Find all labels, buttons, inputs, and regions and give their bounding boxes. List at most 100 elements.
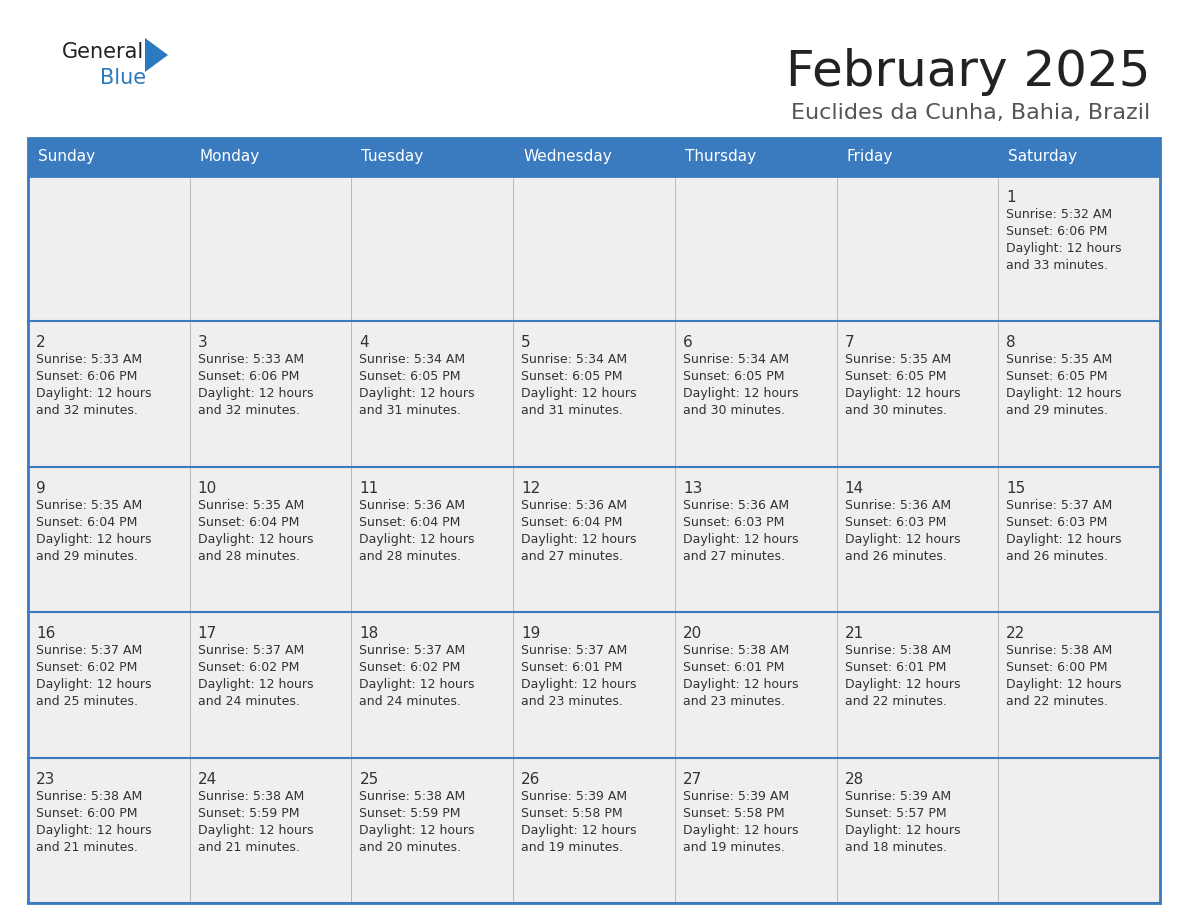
- Text: Daylight: 12 hours: Daylight: 12 hours: [522, 678, 637, 691]
- Text: 7: 7: [845, 335, 854, 351]
- Text: Daylight: 12 hours: Daylight: 12 hours: [1006, 532, 1121, 546]
- Text: and 19 minutes.: and 19 minutes.: [683, 841, 785, 854]
- Text: and 20 minutes.: and 20 minutes.: [360, 841, 461, 854]
- Text: Sunrise: 5:38 AM: Sunrise: 5:38 AM: [1006, 644, 1112, 657]
- Text: Sunset: 6:06 PM: Sunset: 6:06 PM: [1006, 225, 1107, 238]
- Text: Sunset: 6:03 PM: Sunset: 6:03 PM: [845, 516, 946, 529]
- Text: Daylight: 12 hours: Daylight: 12 hours: [360, 678, 475, 691]
- Text: 21: 21: [845, 626, 864, 641]
- Text: 17: 17: [197, 626, 217, 641]
- Text: 23: 23: [36, 772, 56, 787]
- Text: and 24 minutes.: and 24 minutes.: [197, 695, 299, 708]
- Text: Sunrise: 5:39 AM: Sunrise: 5:39 AM: [845, 789, 950, 802]
- Text: 8: 8: [1006, 335, 1016, 351]
- Text: Sunset: 6:06 PM: Sunset: 6:06 PM: [36, 370, 138, 384]
- Text: Sunrise: 5:34 AM: Sunrise: 5:34 AM: [360, 353, 466, 366]
- Bar: [29, 757, 1159, 903]
- Text: Friday: Friday: [847, 150, 893, 164]
- Text: Sunset: 6:05 PM: Sunset: 6:05 PM: [683, 370, 784, 384]
- Text: Blue: Blue: [100, 68, 146, 88]
- Text: Sunrise: 5:32 AM: Sunrise: 5:32 AM: [1006, 208, 1112, 221]
- Text: Sunset: 6:00 PM: Sunset: 6:00 PM: [1006, 661, 1107, 674]
- Text: Daylight: 12 hours: Daylight: 12 hours: [360, 532, 475, 546]
- Text: February 2025: February 2025: [785, 48, 1150, 96]
- Text: Wednesday: Wednesday: [523, 150, 612, 164]
- Text: Sunset: 6:06 PM: Sunset: 6:06 PM: [197, 370, 299, 384]
- Text: and 29 minutes.: and 29 minutes.: [36, 550, 138, 563]
- Text: Daylight: 12 hours: Daylight: 12 hours: [1006, 387, 1121, 400]
- Text: Sunrise: 5:36 AM: Sunrise: 5:36 AM: [845, 498, 950, 512]
- Text: 25: 25: [360, 772, 379, 787]
- Text: and 27 minutes.: and 27 minutes.: [683, 550, 785, 563]
- Text: Sunrise: 5:38 AM: Sunrise: 5:38 AM: [683, 644, 789, 657]
- Text: Daylight: 12 hours: Daylight: 12 hours: [845, 387, 960, 400]
- Text: and 26 minutes.: and 26 minutes.: [1006, 550, 1108, 563]
- Text: Daylight: 12 hours: Daylight: 12 hours: [36, 532, 152, 546]
- Text: Daylight: 12 hours: Daylight: 12 hours: [1006, 678, 1121, 691]
- Text: Sunset: 6:02 PM: Sunset: 6:02 PM: [36, 661, 138, 674]
- Text: Sunset: 6:02 PM: Sunset: 6:02 PM: [197, 661, 299, 674]
- Text: Sunset: 6:04 PM: Sunset: 6:04 PM: [36, 516, 138, 529]
- Text: Sunrise: 5:35 AM: Sunrise: 5:35 AM: [845, 353, 950, 366]
- Text: Daylight: 12 hours: Daylight: 12 hours: [683, 678, 798, 691]
- Text: Daylight: 12 hours: Daylight: 12 hours: [197, 823, 314, 836]
- Text: 13: 13: [683, 481, 702, 496]
- Text: Sunset: 5:59 PM: Sunset: 5:59 PM: [197, 807, 299, 820]
- Text: 6: 6: [683, 335, 693, 351]
- Text: Sunset: 6:04 PM: Sunset: 6:04 PM: [197, 516, 299, 529]
- Text: Sunrise: 5:35 AM: Sunrise: 5:35 AM: [197, 498, 304, 512]
- Text: and 32 minutes.: and 32 minutes.: [36, 405, 138, 418]
- Text: Sunrise: 5:37 AM: Sunrise: 5:37 AM: [522, 644, 627, 657]
- Text: 11: 11: [360, 481, 379, 496]
- Text: and 27 minutes.: and 27 minutes.: [522, 550, 624, 563]
- Text: Sunrise: 5:36 AM: Sunrise: 5:36 AM: [683, 498, 789, 512]
- Text: Sunrise: 5:38 AM: Sunrise: 5:38 AM: [360, 789, 466, 802]
- Text: Sunset: 6:03 PM: Sunset: 6:03 PM: [683, 516, 784, 529]
- Text: Sunrise: 5:37 AM: Sunrise: 5:37 AM: [360, 644, 466, 657]
- Text: Sunrise: 5:39 AM: Sunrise: 5:39 AM: [683, 789, 789, 802]
- Text: General: General: [62, 42, 144, 62]
- Text: Euclides da Cunha, Bahia, Brazil: Euclides da Cunha, Bahia, Brazil: [791, 103, 1150, 123]
- Text: Sunrise: 5:35 AM: Sunrise: 5:35 AM: [1006, 353, 1112, 366]
- Text: and 18 minutes.: and 18 minutes.: [845, 841, 947, 854]
- Text: 10: 10: [197, 481, 217, 496]
- Text: Sunset: 6:04 PM: Sunset: 6:04 PM: [360, 516, 461, 529]
- Bar: [29, 612, 1159, 757]
- Text: Sunset: 6:00 PM: Sunset: 6:00 PM: [36, 807, 138, 820]
- Bar: [29, 176, 1159, 321]
- Text: and 19 minutes.: and 19 minutes.: [522, 841, 623, 854]
- Text: 4: 4: [360, 335, 369, 351]
- Text: Sunrise: 5:34 AM: Sunrise: 5:34 AM: [522, 353, 627, 366]
- Text: and 32 minutes.: and 32 minutes.: [197, 405, 299, 418]
- Text: Sunset: 6:05 PM: Sunset: 6:05 PM: [845, 370, 946, 384]
- Text: 14: 14: [845, 481, 864, 496]
- Text: and 21 minutes.: and 21 minutes.: [197, 841, 299, 854]
- Text: and 22 minutes.: and 22 minutes.: [845, 695, 947, 708]
- Bar: [29, 138, 1159, 903]
- Text: 2: 2: [36, 335, 45, 351]
- Text: and 25 minutes.: and 25 minutes.: [36, 695, 138, 708]
- Text: Sunset: 6:01 PM: Sunset: 6:01 PM: [683, 661, 784, 674]
- Text: Saturday: Saturday: [1009, 150, 1078, 164]
- Text: Daylight: 12 hours: Daylight: 12 hours: [845, 532, 960, 546]
- Text: Sunrise: 5:39 AM: Sunrise: 5:39 AM: [522, 789, 627, 802]
- Text: Sunset: 6:05 PM: Sunset: 6:05 PM: [1006, 370, 1107, 384]
- Text: Daylight: 12 hours: Daylight: 12 hours: [197, 532, 314, 546]
- Text: and 30 minutes.: and 30 minutes.: [683, 405, 785, 418]
- Text: Daylight: 12 hours: Daylight: 12 hours: [36, 678, 152, 691]
- Text: and 23 minutes.: and 23 minutes.: [522, 695, 623, 708]
- Text: Sunrise: 5:37 AM: Sunrise: 5:37 AM: [197, 644, 304, 657]
- Bar: [29, 138, 1159, 176]
- Text: and 28 minutes.: and 28 minutes.: [197, 550, 299, 563]
- Text: Sunset: 6:01 PM: Sunset: 6:01 PM: [845, 661, 946, 674]
- Text: and 23 minutes.: and 23 minutes.: [683, 695, 785, 708]
- Text: and 26 minutes.: and 26 minutes.: [845, 550, 947, 563]
- Text: and 31 minutes.: and 31 minutes.: [522, 405, 623, 418]
- Text: Sunrise: 5:33 AM: Sunrise: 5:33 AM: [36, 353, 143, 366]
- Text: Sunrise: 5:38 AM: Sunrise: 5:38 AM: [197, 789, 304, 802]
- Text: Sunset: 6:03 PM: Sunset: 6:03 PM: [1006, 516, 1107, 529]
- Text: Sunset: 6:02 PM: Sunset: 6:02 PM: [360, 661, 461, 674]
- Text: 9: 9: [36, 481, 46, 496]
- Text: 19: 19: [522, 626, 541, 641]
- Text: Daylight: 12 hours: Daylight: 12 hours: [683, 823, 798, 836]
